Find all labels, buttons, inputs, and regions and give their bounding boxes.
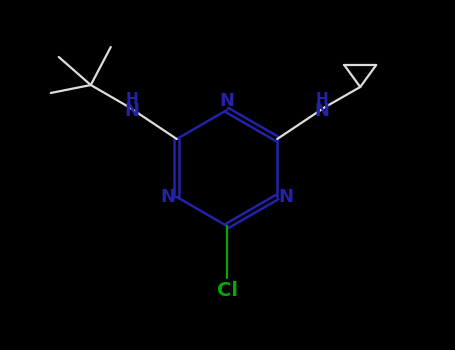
Text: Cl: Cl — [217, 280, 238, 300]
Text: N: N — [124, 102, 139, 120]
Text: N: N — [315, 102, 330, 120]
Text: N: N — [219, 92, 234, 110]
Text: N: N — [160, 188, 175, 206]
Text: H: H — [316, 91, 329, 106]
Text: N: N — [279, 188, 294, 206]
Text: H: H — [126, 91, 138, 106]
